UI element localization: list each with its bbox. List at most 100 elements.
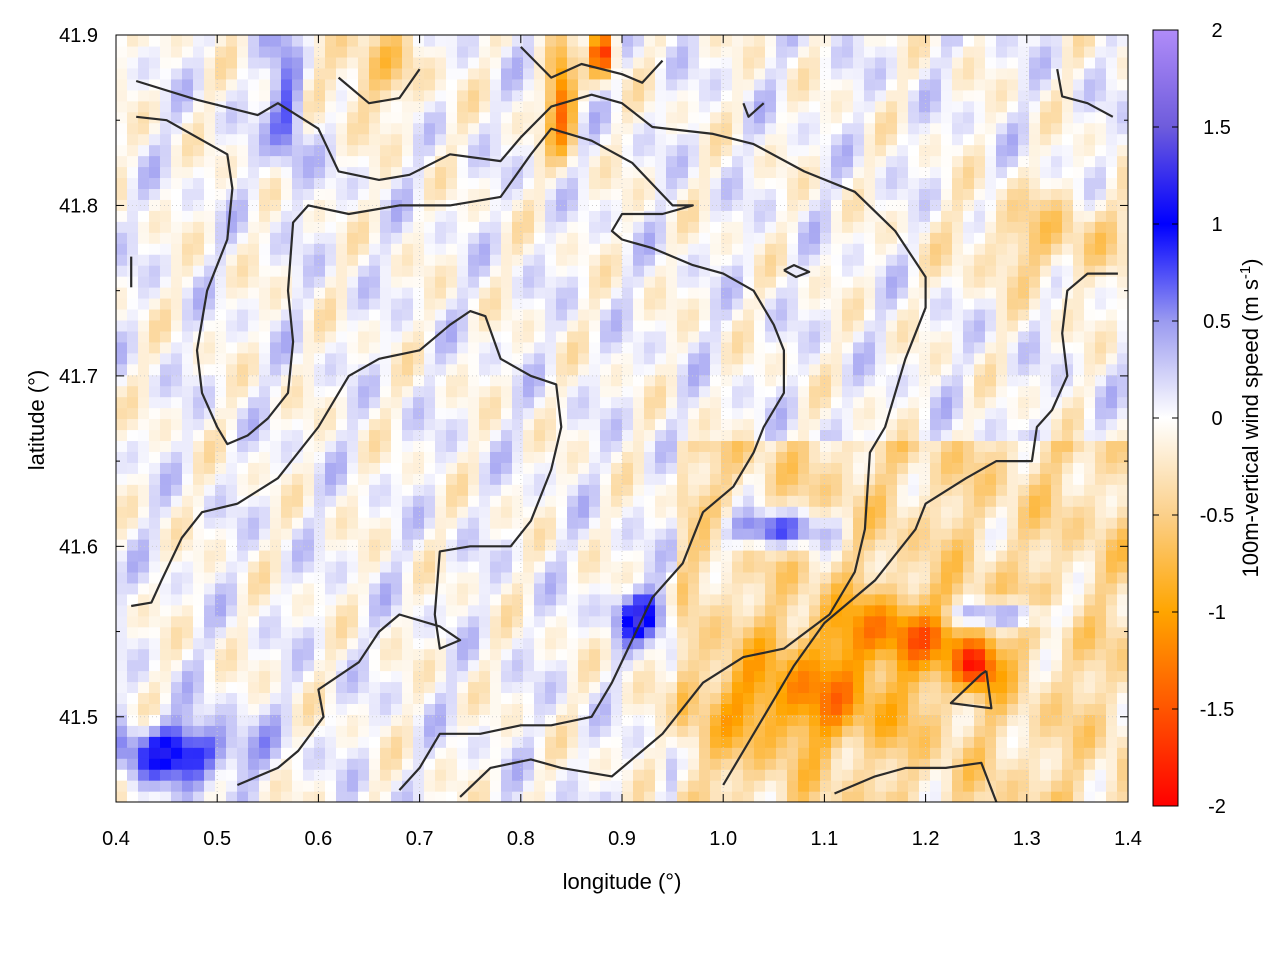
heatmap-cell [853, 243, 865, 255]
heatmap-cell [391, 484, 403, 496]
heatmap-cell [1040, 582, 1052, 595]
heatmap-cell [886, 517, 898, 529]
heatmap-cell [721, 341, 733, 354]
heatmap-cell [259, 440, 271, 452]
heatmap-cell [325, 495, 337, 507]
heatmap-cell [402, 703, 414, 715]
heatmap-cell [611, 352, 623, 365]
heatmap-cell [303, 747, 315, 759]
heatmap-cell [622, 593, 634, 606]
heatmap-cell [1073, 462, 1085, 474]
heatmap-cell [589, 287, 601, 299]
heatmap-cell [1106, 582, 1118, 595]
heatmap-cell [688, 396, 700, 409]
heatmap-cell [193, 287, 205, 299]
heatmap-cell [127, 254, 139, 266]
heatmap-cell [886, 714, 898, 726]
heatmap-cell [688, 736, 700, 748]
heatmap-cell [413, 451, 425, 463]
heatmap-cell [699, 276, 711, 288]
heatmap-cell [215, 276, 227, 288]
heatmap-cell [556, 484, 568, 496]
heatmap-cell [798, 287, 810, 299]
heatmap-cell [270, 199, 282, 211]
heatmap-cell [655, 287, 667, 299]
heatmap-cell [226, 615, 238, 628]
heatmap-cell [776, 648, 788, 661]
heatmap-cell [842, 681, 854, 694]
heatmap-cell [1040, 352, 1052, 365]
heatmap-cell [248, 297, 260, 310]
heatmap-cell [952, 330, 964, 343]
heatmap-cell [820, 582, 832, 595]
heatmap-cell [347, 254, 359, 266]
heatmap-cell [666, 725, 678, 737]
heatmap-cell [699, 517, 711, 529]
heatmap-cell [996, 637, 1008, 650]
heatmap-cell [765, 670, 777, 683]
heatmap-cell [919, 549, 931, 562]
heatmap-cell [556, 308, 568, 321]
heatmap-cell [897, 407, 909, 420]
heatmap-cell [688, 462, 700, 474]
heatmap-cell [688, 549, 700, 562]
heatmap-cell [259, 648, 271, 661]
heatmap-cell [468, 232, 480, 244]
heatmap-cell [864, 243, 876, 255]
heatmap-cell [424, 714, 436, 726]
heatmap-cell [710, 780, 722, 792]
heatmap-cell [600, 571, 612, 584]
heatmap-cell [292, 604, 304, 617]
heatmap-cell [589, 528, 601, 540]
heatmap-cell [556, 374, 568, 387]
heatmap-cell [721, 330, 733, 343]
heatmap-cell [402, 560, 414, 573]
heatmap-cell [138, 769, 150, 781]
heatmap-cell [237, 352, 249, 365]
heatmap-cell [1029, 418, 1041, 431]
heatmap-cell [424, 385, 436, 398]
heatmap-cell [875, 528, 887, 540]
heatmap-cell [842, 462, 854, 474]
heatmap-cell [292, 571, 304, 584]
heatmap-cell [644, 341, 656, 354]
heatmap-cell [974, 659, 986, 672]
heatmap-cell [1095, 681, 1107, 694]
heatmap-cell [875, 604, 887, 617]
heatmap-cell [798, 549, 810, 562]
heatmap-cell [952, 780, 964, 792]
heatmap-cell [237, 549, 249, 562]
heatmap-cell [501, 648, 513, 661]
heatmap-cell [666, 626, 678, 639]
heatmap-cell [116, 407, 128, 420]
heatmap-cell [149, 287, 161, 299]
heatmap-cell [468, 440, 480, 452]
heatmap-cell [666, 308, 678, 321]
heatmap-cell [633, 604, 645, 617]
heatmap-cell [941, 341, 953, 354]
heatmap-cell [996, 308, 1008, 321]
heatmap-cell [391, 254, 403, 266]
heatmap-cell [457, 615, 469, 628]
heatmap-cell [1073, 287, 1085, 299]
heatmap-cell [303, 287, 315, 299]
heatmap-cell [611, 506, 623, 518]
heatmap-cell [578, 517, 590, 529]
heatmap-cell [688, 341, 700, 354]
heatmap-cell [248, 352, 260, 365]
heatmap-cell [303, 440, 315, 452]
heatmap-cell [479, 780, 491, 792]
heatmap-cell [127, 780, 139, 792]
heatmap-cell [193, 221, 205, 233]
heatmap-cell [941, 780, 953, 792]
heatmap-cell [677, 418, 689, 431]
heatmap-cell [853, 440, 865, 452]
heatmap-cell [424, 615, 436, 628]
heatmap-cell [765, 560, 777, 573]
heatmap-cell [765, 265, 777, 277]
heatmap-cell [116, 341, 128, 354]
heatmap-cell [259, 418, 271, 431]
heatmap-cell [325, 265, 337, 277]
heatmap-cell [655, 593, 667, 606]
heatmap-cell [930, 582, 942, 595]
